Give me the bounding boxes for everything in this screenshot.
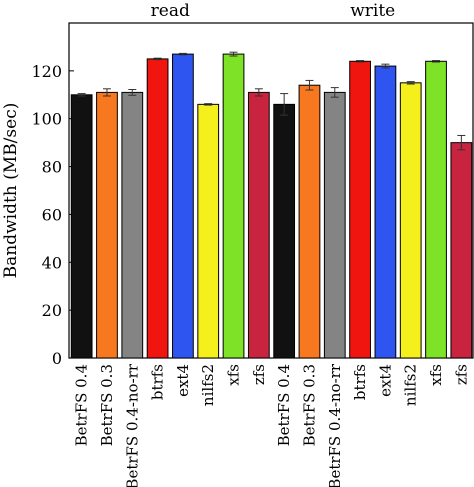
plot-frame	[68, 22, 474, 359]
y-tick-label: 40	[42, 253, 62, 272]
x-tick-label: BetrFS 0.4-no-rr	[123, 363, 141, 487]
bar-write-btrfs	[349, 60, 371, 359]
bar-read-betrfs-0-3	[96, 91, 118, 359]
bar-write-nilfs2	[399, 82, 422, 359]
y-axis-label: Bandwidth (MB/sec)	[1, 103, 21, 279]
y-tick-label: 20	[42, 301, 62, 320]
x-tick-label: xfs	[427, 364, 445, 386]
x-tick-label: zfs	[250, 364, 268, 385]
x-tick-label: nilfs2	[402, 364, 420, 406]
y-tick-label: 100	[31, 110, 62, 129]
bar-write-betrfs-0-4-no-rr	[323, 91, 346, 359]
y-tick-label: 60	[42, 205, 62, 224]
x-tick-label: BetrFS 0.4	[73, 364, 91, 446]
bar-write-betrfs-0-3	[298, 84, 321, 359]
bar-read-xfs	[222, 53, 245, 359]
bar-read-zfs	[247, 91, 270, 359]
y-tick-label: 120	[31, 62, 62, 81]
x-tick-label: ext4	[376, 364, 394, 397]
bar-read-nilfs2	[197, 103, 220, 359]
x-tick-label: BetrFS 0.3	[300, 364, 318, 446]
x-tick-label: btrfs	[149, 364, 167, 400]
y-tick-label: 0	[52, 349, 62, 368]
plot-layer: 0 20 40 60 80 100 120 read BetrFS 0.4 BetrFS 0.3 B…	[31, 1, 474, 487]
x-tick-label: ext4	[174, 364, 192, 397]
bar-read-btrfs	[146, 58, 169, 359]
x-tick-label: BetrFS 0.3	[98, 364, 116, 446]
x-tick-label: xfs	[225, 364, 243, 386]
bar-read-ext4	[172, 53, 194, 359]
bar-write-zfs	[450, 142, 473, 359]
group-label-read: read	[151, 1, 190, 21]
x-tick-label: nilfs2	[199, 364, 217, 406]
bar-write-xfs	[425, 60, 447, 359]
x-tick-label: zfs	[452, 364, 470, 385]
y-tick-label: 80	[42, 158, 62, 177]
bar-read-betrfs-0-4-no-rr	[121, 91, 144, 359]
group-label-write: write	[350, 1, 395, 21]
x-tick-label: BetrFS 0.4	[275, 364, 293, 446]
bar-read-betrfs-0-4	[70, 94, 93, 359]
bar-write-ext4	[374, 65, 397, 359]
x-tick-label: BetrFS 0.4-no-rr	[326, 363, 344, 487]
bar-write-betrfs-0-4	[273, 103, 296, 359]
x-tick-label: btrfs	[351, 364, 369, 400]
